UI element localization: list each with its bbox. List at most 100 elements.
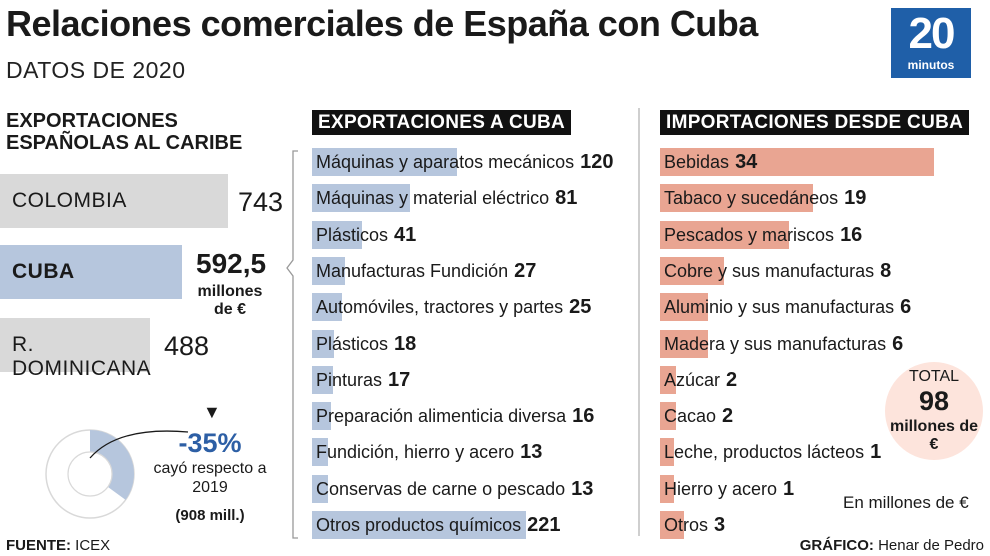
credit-line: GRÁFICO: Henar de Pedro — [800, 537, 984, 555]
export-value: 221 — [527, 514, 561, 536]
export-label: Máquinas y aparatos mecánicos — [316, 152, 575, 172]
credit-value: Henar de Pedro — [878, 537, 984, 554]
total-label: TOTAL — [908, 368, 960, 385]
import-bar — [660, 511, 684, 539]
export-bar — [312, 438, 328, 466]
import-bar — [660, 148, 934, 176]
logo-number: 20 — [908, 9, 956, 58]
export-label: Otros productos químicos — [316, 515, 522, 535]
export-row: Conservas de carne o pescado 13 — [312, 471, 632, 507]
cuba-units-label: millones de € — [197, 283, 263, 318]
import-row: Leche, productos lácteos 1 — [660, 434, 980, 470]
imports-from-cuba-chart: Bebidas 34 Tabaco y sucedáneos 19 Pescados y… — [0, 0, 934, 539]
import-bar — [660, 221, 789, 249]
import-label: Aluminio y sus manufacturas — [664, 297, 895, 317]
export-bar — [312, 475, 328, 503]
import-bar — [660, 402, 676, 430]
panel-divider — [638, 108, 640, 536]
caribbean-exports-heading: EXPORTACIONES ESPAÑOLAS AL CARIBE — [6, 110, 243, 154]
export-row: Automóviles, tractores y partes 25 — [312, 289, 632, 325]
export-label: Fundición, hierro y acero — [316, 442, 515, 462]
import-value: 19 — [844, 187, 867, 209]
import-row: Azúcar 2 — [660, 362, 980, 398]
import-bar — [660, 438, 674, 466]
export-bar — [312, 184, 410, 212]
import-value: 3 — [714, 514, 726, 536]
imports-from-cuba-heading: IMPORTACIONES DESDE CUBA — [660, 110, 970, 135]
export-row: Plásticos 18 — [312, 326, 632, 362]
export-label: Conservas de carne o pescado — [316, 479, 566, 499]
country-value: 592,5 — [196, 248, 267, 279]
units-note: En millones de € — [843, 493, 969, 512]
donut-hole — [67, 451, 113, 497]
exports-to-cuba-heading: EXPORTACIONES A CUBA — [312, 110, 572, 135]
drop-previous-value: (908 mill.) — [175, 507, 245, 524]
country-bar-r-dominicana — [0, 318, 150, 372]
import-value: 34 — [735, 151, 758, 173]
import-bar — [660, 257, 724, 285]
export-row: Pinturas 17 — [312, 362, 632, 398]
drop-description: cayó respecto a 2019 — [153, 460, 267, 496]
country-bar-cuba — [0, 245, 182, 299]
bracket-icon — [286, 150, 298, 539]
import-row: Madera y sus manufacturas 6 — [660, 326, 980, 362]
country-name: R. DOMINICANA — [12, 333, 152, 380]
drop-donut-chart — [45, 429, 135, 519]
export-row: Preparación alimenticia diversa 16 — [312, 398, 632, 434]
country-name: CUBA — [12, 260, 75, 283]
export-value: 13 — [571, 478, 594, 500]
import-bar — [660, 293, 708, 321]
export-label: Manufacturas Fundición — [316, 261, 509, 281]
import-label: Hierro y acero — [664, 479, 778, 499]
import-value: 2 — [726, 369, 738, 391]
import-label: Tabaco y sucedáneos — [664, 188, 839, 208]
import-row: Bebidas 34 — [660, 144, 980, 180]
import-row: Otros 3 — [660, 507, 980, 543]
caribbean-exports-chart: COLOMBIA 743 CUBA 592,5 R. DOMINICANA 488 — [0, 0, 283, 380]
export-bar — [312, 148, 457, 176]
import-value: 6 — [892, 333, 904, 355]
import-row: Cacao 2 — [660, 398, 980, 434]
export-row: Plásticos 41 — [312, 217, 632, 253]
export-label: Preparación alimenticia diversa — [316, 406, 567, 426]
total-badge — [885, 362, 983, 460]
country-value: 743 — [238, 187, 284, 217]
export-bar — [312, 330, 334, 358]
import-bar — [660, 366, 676, 394]
country-name: COLOMBIA — [12, 189, 127, 212]
import-value: 6 — [900, 296, 912, 318]
export-label: Pinturas — [316, 370, 383, 390]
import-label: Otros — [664, 515, 709, 535]
chart-subtitle: DATOS DE 2020 — [6, 57, 186, 83]
export-value: 41 — [394, 224, 417, 246]
source-value: ICEX — [75, 537, 111, 554]
source-line: FUENTE: ICEX — [6, 537, 110, 555]
export-bar — [312, 366, 333, 394]
drop-percentage: -35% — [178, 428, 242, 458]
export-row: Otros productos químicos 221 — [312, 507, 632, 543]
import-value: 2 — [722, 405, 734, 427]
export-bar — [312, 257, 345, 285]
export-value: 120 — [580, 151, 614, 173]
export-value: 27 — [514, 260, 537, 282]
import-value: 16 — [840, 224, 863, 246]
export-label: Plásticos — [316, 334, 389, 354]
brand-logo: 20 minutos — [891, 8, 971, 78]
logo-word: minutos — [907, 58, 955, 72]
import-value: 1 — [870, 441, 882, 463]
import-bar — [660, 330, 708, 358]
import-row: Pescados y mariscos 16 — [660, 217, 980, 253]
import-label: Pescados y mariscos — [664, 225, 835, 245]
import-bar — [660, 184, 813, 212]
chart-title: Relaciones comerciales de España con Cub… — [6, 3, 758, 44]
export-value: 18 — [394, 333, 417, 355]
export-row: Máquinas y aparatos mecánicos 120 — [312, 144, 632, 180]
export-row: Máquinas y material eléctrico 81 — [312, 180, 632, 216]
export-bar — [312, 221, 362, 249]
import-value: 8 — [880, 260, 892, 282]
import-bar — [660, 475, 674, 503]
import-row: Aluminio y sus manufacturas 6 — [660, 289, 980, 325]
source-label: FUENTE: — [6, 537, 71, 554]
export-value: 25 — [569, 296, 592, 318]
country-bar-colombia — [0, 174, 228, 228]
